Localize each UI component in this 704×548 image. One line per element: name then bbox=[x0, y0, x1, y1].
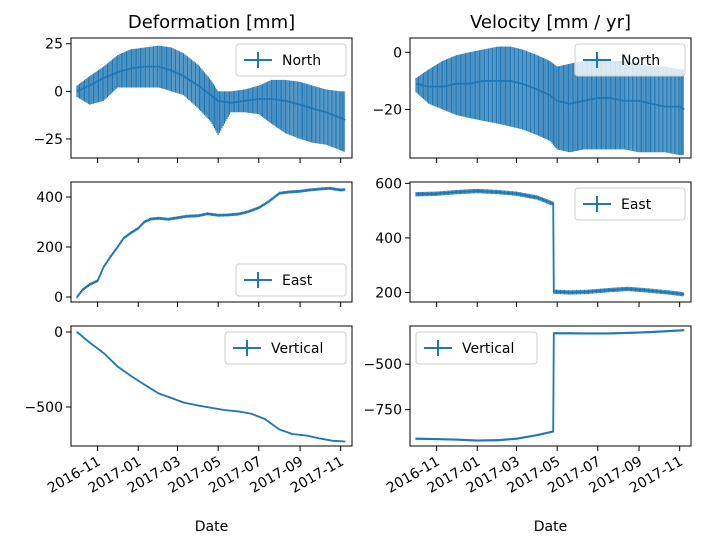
y-tick-label: −750 bbox=[364, 403, 402, 419]
axes-frame bbox=[70, 37, 353, 159]
legend-label: East bbox=[621, 197, 652, 213]
y-tick-label: 0 bbox=[393, 45, 402, 61]
y-tick-label: 400 bbox=[375, 231, 402, 247]
column-title-deformation: Deformation [mm] bbox=[128, 12, 295, 33]
y-tick-label: 400 bbox=[36, 190, 63, 206]
y-tick-label: −500 bbox=[25, 400, 63, 416]
error-bars bbox=[76, 45, 345, 152]
legend: North bbox=[235, 43, 347, 77]
subplot-1-1: 600 400 200 East bbox=[375, 176, 692, 307]
legend-label: North bbox=[282, 53, 321, 69]
legend-box bbox=[235, 43, 347, 77]
legend: Vertical bbox=[415, 331, 538, 365]
axes-frame bbox=[409, 37, 692, 159]
legend-label: North bbox=[621, 53, 660, 69]
y-tick-label: −500 bbox=[364, 357, 402, 373]
series-line-east bbox=[415, 190, 685, 296]
axes-frame bbox=[70, 325, 353, 447]
error-bars bbox=[415, 46, 684, 156]
legend-box bbox=[574, 187, 686, 221]
subplot-0-0: 25 0 −25 North bbox=[33, 37, 353, 163]
legend: East bbox=[235, 263, 347, 297]
y-tick-label: 0 bbox=[54, 84, 63, 100]
subplot-1-2: −500−7502016-112017-012017-032017-052017… bbox=[364, 325, 692, 497]
legend: North bbox=[574, 43, 686, 77]
subplot-0-2: 0−5002016-112017-012017-032017-052017-07… bbox=[25, 325, 353, 497]
y-tick-label: 25 bbox=[45, 37, 63, 53]
legend: Vertical bbox=[224, 331, 347, 365]
legend-label: East bbox=[282, 273, 313, 289]
legend: East bbox=[574, 187, 686, 221]
x-axis-label-right: Date bbox=[534, 519, 567, 535]
y-tick-label: −20 bbox=[372, 102, 402, 118]
y-tick-label: 0 bbox=[54, 290, 63, 306]
legend-box bbox=[224, 331, 347, 365]
series-line-vertical bbox=[76, 331, 346, 443]
axes-frame bbox=[409, 181, 692, 303]
series-line-north bbox=[76, 65, 346, 121]
legend-box bbox=[574, 43, 686, 77]
subplot-0-1: 400 200 0 East bbox=[36, 181, 353, 307]
y-tick-label: 0 bbox=[54, 325, 63, 341]
series-line-vertical bbox=[415, 329, 685, 442]
axes-frame bbox=[70, 181, 353, 303]
series-line-east bbox=[76, 187, 346, 298]
y-tick-label: 200 bbox=[375, 285, 402, 301]
subplots: 250−25North4002000East0−5002016-112017-0… bbox=[25, 37, 692, 497]
subplot-1-0: 0 −20 North bbox=[372, 37, 692, 163]
x-axis-label-left: Date bbox=[195, 519, 228, 535]
y-tick-label: 600 bbox=[375, 176, 402, 192]
legend-label: Vertical bbox=[271, 341, 323, 357]
y-tick-label: 200 bbox=[36, 240, 63, 256]
series-line-north bbox=[415, 80, 685, 111]
column-title-velocity: Velocity [mm / yr] bbox=[470, 12, 631, 33]
y-tick-label: −25 bbox=[33, 132, 63, 148]
legend-box bbox=[235, 263, 347, 297]
legend-label: Vertical bbox=[462, 341, 514, 357]
axes-frame bbox=[409, 325, 692, 447]
legend-box bbox=[415, 331, 538, 365]
